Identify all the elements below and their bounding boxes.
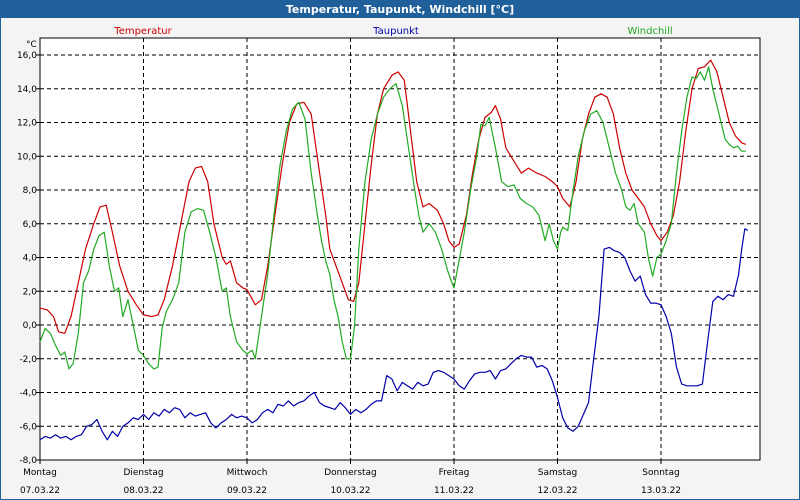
x-tick-label-date: 12.03.22 (537, 486, 577, 496)
y-tick-label: 0,0 (23, 321, 38, 331)
x-tick-label-day: Montag (23, 468, 57, 478)
legend-item-temperatur: Temperatur (113, 26, 172, 37)
y-tick-label: 10,0 (17, 152, 37, 162)
x-axis: Montag 07.03.22 Dienstag 08.03.22 Mittwoch 09… (20, 460, 681, 496)
x-tick-label-day: Sonntag (642, 468, 679, 478)
x-tick-label-date: 09.03.22 (227, 486, 267, 496)
y-tick-label: 12,0 (17, 119, 37, 129)
x-tick-label-day: Dienstag (123, 468, 163, 478)
series-line-windchill (39, 66, 746, 370)
y-tick-label: 14,0 (17, 85, 37, 95)
y-tick-label: 16,0 (17, 51, 37, 61)
x-tick-label-date: 10.03.22 (330, 486, 370, 496)
x-tick-label-date: 11.03.22 (434, 486, 474, 496)
series-line-taupunkt (39, 228, 749, 441)
x-tick-label-day: Donnerstag (324, 468, 377, 478)
plot-background (39, 37, 761, 461)
legend-item-windchill: Windchill (627, 26, 672, 37)
y-tick-label: 2,0 (23, 287, 38, 297)
y-tick-label: -6,0 (19, 422, 37, 432)
y-tick-label: 8,0 (23, 186, 38, 196)
y-unit-label: °C (26, 40, 37, 50)
legend: Temperatur Taupunkt Windchill (113, 26, 672, 37)
x-tick-label-date: 08.03.22 (123, 486, 163, 496)
data-series (39, 59, 749, 441)
legend-item-taupunkt: Taupunkt (372, 26, 419, 37)
chart-title: Temperatur, Taupunkt, Windchill [°C] (1, 1, 799, 18)
x-tick-label-date: 13.03.22 (641, 486, 681, 496)
y-tick-label: -8,0 (19, 456, 37, 466)
x-tick-label-day: Freitag (439, 468, 470, 478)
y-tick-label: -4,0 (19, 389, 37, 399)
y-tick-label: 4,0 (23, 254, 38, 264)
y-axis: °C 16,0 14,0 12,0 10,0 8,0 6,0 4,0 2,0 0,0 -2,0 -4… (17, 40, 40, 466)
x-tick-label-day: Samstag (538, 468, 577, 478)
y-tick-label: -2,0 (19, 355, 37, 365)
y-tick-label: 6,0 (23, 220, 38, 230)
grid-lines (40, 38, 760, 460)
x-tick-label-date: 07.03.22 (20, 486, 60, 496)
series-line-temperatur (39, 59, 747, 334)
x-tick-label-day: Mittwoch (227, 468, 268, 478)
